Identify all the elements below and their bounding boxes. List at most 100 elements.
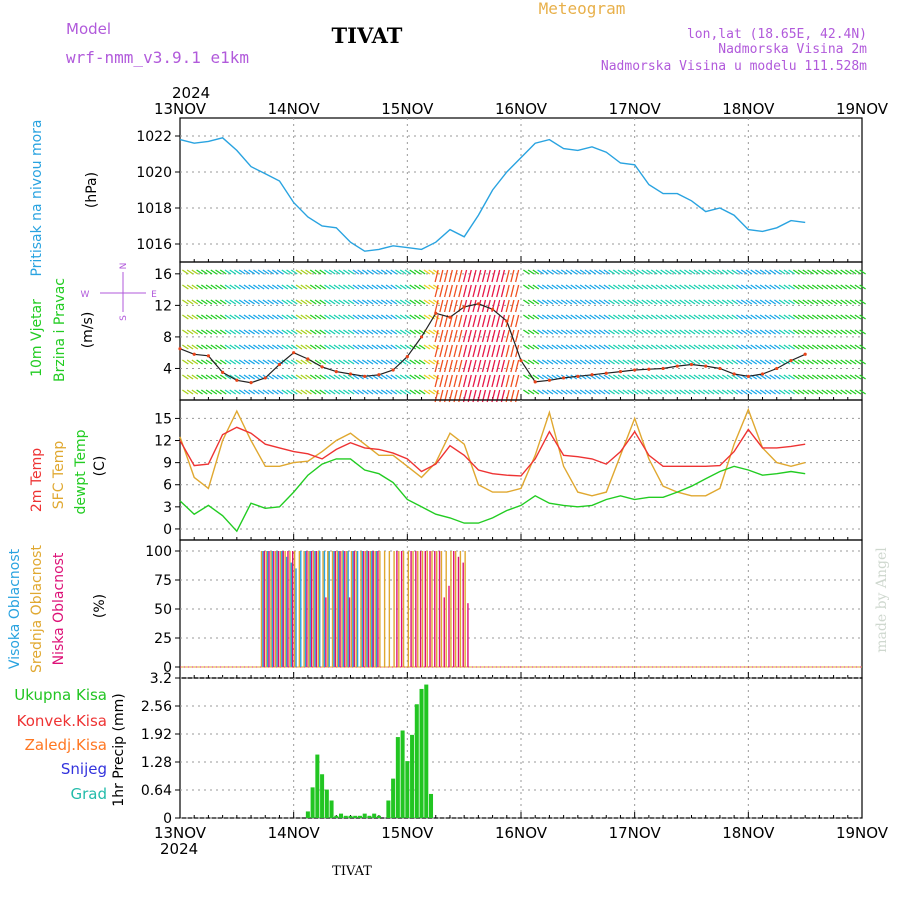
- wind-barb: [404, 359, 412, 365]
- wind-barb: [551, 269, 559, 275]
- wind-barb: [328, 329, 336, 335]
- wind-barb: [219, 344, 227, 350]
- wind-barb: [324, 284, 331, 290]
- wind-barb: [395, 389, 402, 395]
- wind-barb: [439, 284, 444, 298]
- wind-barb: [486, 329, 491, 343]
- wind-barb: [229, 344, 237, 350]
- wind-barb: [481, 269, 487, 283]
- wind-barb: [669, 344, 677, 350]
- wind-barb: [328, 359, 336, 365]
- wind-barb: [636, 389, 644, 395]
- wind-barb: [646, 329, 653, 335]
- compass-n: N: [119, 263, 129, 270]
- wind-barb: [811, 299, 819, 305]
- wind-barb: [477, 344, 482, 358]
- wind-barb: [243, 374, 251, 380]
- wind-barb: [693, 359, 701, 365]
- wind-barb: [523, 359, 530, 365]
- wind-barb: [257, 314, 265, 320]
- wind-ytick-label: 16: [154, 267, 172, 283]
- wind-barb: [200, 374, 208, 380]
- wind-barb: [333, 269, 341, 275]
- wind-barb: [712, 299, 720, 305]
- wind-barb: [541, 344, 549, 350]
- wind-barb: [205, 269, 213, 275]
- wind-barb: [229, 389, 237, 395]
- x-year-bottom: 2024: [160, 840, 198, 858]
- wind-barb: [669, 284, 677, 290]
- wind-barb: [755, 269, 762, 275]
- wind-barb: [612, 389, 620, 395]
- wind-barb: [835, 344, 843, 350]
- wind-barb: [575, 284, 582, 290]
- wind-barb: [443, 299, 449, 313]
- wind-barb: [641, 359, 649, 365]
- wind-barb: [324, 374, 331, 380]
- wind-barb: [570, 359, 578, 365]
- wind-barb: [409, 389, 417, 395]
- wind-barb: [281, 284, 289, 290]
- wind-barb: [515, 284, 520, 298]
- wind-barb: [448, 374, 453, 388]
- wind-barb: [707, 329, 715, 335]
- wind-barb: [769, 299, 777, 305]
- wind-barb: [453, 284, 458, 298]
- wind-barb: [788, 389, 795, 395]
- wind-barb: [352, 359, 360, 365]
- wind-barb: [774, 359, 781, 365]
- wind-barb: [371, 389, 379, 395]
- wind-barb: [276, 374, 284, 380]
- wind-barb: [319, 314, 327, 320]
- wind-barb: [641, 299, 649, 305]
- wind-barb: [414, 299, 421, 305]
- wind-barb: [584, 344, 592, 350]
- wind-barb: [361, 359, 369, 365]
- wind-barb: [481, 284, 487, 298]
- wind-barb: [215, 314, 222, 320]
- wind-barb: [532, 389, 540, 395]
- wind-barb: [845, 284, 852, 290]
- precip-bar: [334, 815, 339, 818]
- wind-barb: [551, 314, 559, 320]
- wind-barb: [584, 329, 592, 335]
- wind-barb: [186, 299, 194, 305]
- wind-barb: [210, 314, 218, 320]
- wind-barb: [788, 344, 795, 350]
- wind-speed-point: [718, 366, 722, 371]
- wind-barb: [717, 299, 724, 305]
- wind-barb: [802, 389, 810, 395]
- wind-barb: [731, 284, 739, 290]
- wind-barb: [409, 359, 417, 365]
- wind-barb: [816, 359, 824, 365]
- wind-barb: [505, 299, 510, 313]
- wind-barb: [186, 314, 194, 320]
- wind-barb: [736, 374, 743, 380]
- wind-barb: [366, 389, 374, 395]
- wind-barb: [276, 329, 284, 335]
- sfc-temp-label: SFC Temp: [51, 441, 67, 510]
- wind-barb: [740, 344, 748, 350]
- wind-barb: [472, 344, 477, 358]
- wind-barb: [612, 314, 620, 320]
- wind-barb: [641, 314, 649, 320]
- wind-barb: [778, 389, 786, 395]
- wind-barb: [186, 344, 194, 350]
- wind-barb: [271, 389, 279, 395]
- precip-panel: 0 0.64 1.28 1.92 2.56 3.2: [141, 671, 863, 827]
- pressure-panel: 1016 1018 1020 1022: [136, 117, 863, 263]
- x-tick-label-top: 19NOV: [836, 100, 889, 118]
- wind-barb: [622, 374, 630, 380]
- precip-frame: [179, 677, 863, 819]
- wind-barb: [352, 344, 360, 350]
- wind-barb: [617, 359, 625, 365]
- wind-barb: [684, 359, 691, 365]
- wind-barb: [428, 269, 436, 275]
- wind-barb: [380, 284, 388, 290]
- precip-bar: [324, 789, 329, 818]
- wind-barb: [423, 389, 431, 395]
- wind-barb: [371, 299, 379, 305]
- wind-barb: [205, 284, 213, 290]
- wind-barb: [693, 314, 701, 320]
- wind-barb: [641, 344, 649, 350]
